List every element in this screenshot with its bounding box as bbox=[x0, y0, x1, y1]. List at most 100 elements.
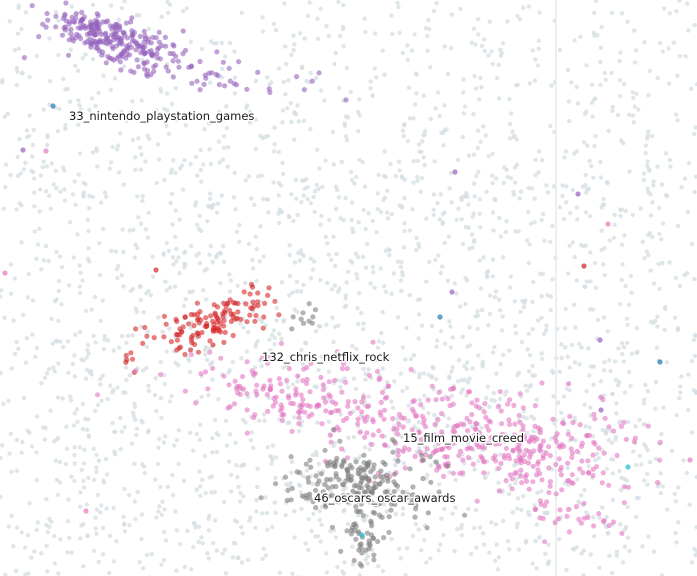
background-point bbox=[664, 360, 670, 365]
cluster-point bbox=[598, 394, 604, 400]
background-point bbox=[301, 118, 307, 123]
background-point bbox=[572, 254, 577, 260]
background-point bbox=[526, 185, 531, 191]
cluster-point bbox=[151, 335, 157, 341]
background-point bbox=[375, 345, 381, 350]
background-point bbox=[434, 1, 439, 6]
cluster-point bbox=[306, 301, 312, 307]
background-point bbox=[218, 251, 223, 256]
cluster-point bbox=[300, 378, 306, 384]
cluster-point bbox=[247, 312, 253, 318]
background-point bbox=[146, 383, 151, 388]
background-point bbox=[319, 88, 324, 93]
background-point bbox=[326, 252, 331, 257]
background-point bbox=[467, 246, 472, 251]
background-point bbox=[344, 280, 349, 285]
background-point bbox=[98, 382, 103, 387]
background-point bbox=[205, 551, 210, 556]
background-point bbox=[259, 363, 264, 369]
cluster-point bbox=[364, 462, 370, 468]
background-point bbox=[567, 365, 572, 370]
cluster-point bbox=[465, 428, 471, 434]
background-point bbox=[694, 333, 697, 338]
background-point bbox=[640, 239, 645, 244]
background-point bbox=[677, 283, 683, 289]
background-point bbox=[203, 490, 208, 496]
background-point bbox=[485, 384, 490, 389]
background-point bbox=[298, 248, 303, 253]
background-point bbox=[479, 85, 484, 90]
cluster-point bbox=[390, 416, 396, 422]
cluster-point bbox=[439, 429, 445, 435]
background-point bbox=[382, 195, 388, 200]
background-point bbox=[478, 75, 483, 81]
background-point bbox=[574, 149, 579, 154]
background-point bbox=[638, 206, 643, 211]
background-point bbox=[80, 564, 86, 569]
background-point bbox=[605, 530, 611, 535]
background-point bbox=[530, 327, 536, 332]
background-point bbox=[264, 511, 270, 516]
background-point bbox=[606, 128, 611, 134]
cluster-point bbox=[528, 434, 534, 440]
background-point bbox=[339, 378, 344, 384]
background-point bbox=[428, 556, 433, 561]
cluster-point bbox=[278, 408, 284, 414]
background-point bbox=[513, 180, 518, 185]
background-point bbox=[337, 286, 342, 291]
background-point bbox=[350, 229, 356, 235]
background-point bbox=[602, 70, 607, 76]
cluster-point bbox=[94, 392, 101, 398]
background-point bbox=[133, 155, 138, 160]
cluster-point bbox=[559, 487, 565, 493]
background-point bbox=[326, 369, 332, 374]
background-point bbox=[580, 184, 586, 189]
background-point bbox=[211, 202, 216, 207]
cluster-point bbox=[423, 452, 429, 458]
background-point bbox=[221, 259, 227, 265]
background-point bbox=[133, 516, 138, 522]
background-point bbox=[119, 111, 125, 117]
background-point bbox=[322, 98, 327, 103]
background-point bbox=[424, 560, 429, 565]
background-point bbox=[232, 75, 238, 80]
background-point bbox=[466, 153, 472, 158]
cluster-point bbox=[117, 59, 123, 65]
cluster-point bbox=[364, 530, 370, 536]
background-point bbox=[160, 329, 165, 334]
background-point bbox=[399, 288, 404, 294]
cluster-point bbox=[61, 25, 67, 31]
background-point bbox=[77, 103, 82, 108]
background-point bbox=[348, 258, 353, 264]
background-point bbox=[80, 426, 86, 432]
background-point bbox=[644, 136, 650, 141]
background-point bbox=[548, 123, 553, 129]
background-point bbox=[472, 525, 477, 531]
background-point bbox=[657, 231, 662, 237]
background-point bbox=[655, 164, 660, 169]
background-point bbox=[642, 40, 647, 45]
cluster-point bbox=[306, 318, 312, 324]
cluster-point bbox=[654, 479, 661, 486]
background-point bbox=[609, 391, 615, 397]
cluster-point bbox=[258, 495, 264, 501]
background-point bbox=[372, 358, 378, 363]
background-point bbox=[353, 386, 359, 392]
cluster-point bbox=[272, 298, 278, 304]
background-point bbox=[33, 354, 38, 359]
background-point bbox=[158, 360, 163, 365]
cluster-point bbox=[252, 318, 258, 324]
cluster-point bbox=[318, 374, 324, 380]
background-point bbox=[122, 529, 128, 534]
cluster-point bbox=[180, 324, 186, 330]
background-point bbox=[199, 394, 204, 400]
background-point bbox=[146, 210, 151, 215]
background-point bbox=[498, 396, 503, 402]
background-point bbox=[318, 222, 323, 227]
cluster-point bbox=[180, 28, 186, 34]
background-point bbox=[395, 315, 401, 320]
background-point bbox=[664, 194, 670, 199]
background-point bbox=[301, 473, 306, 479]
background-point bbox=[426, 411, 431, 416]
